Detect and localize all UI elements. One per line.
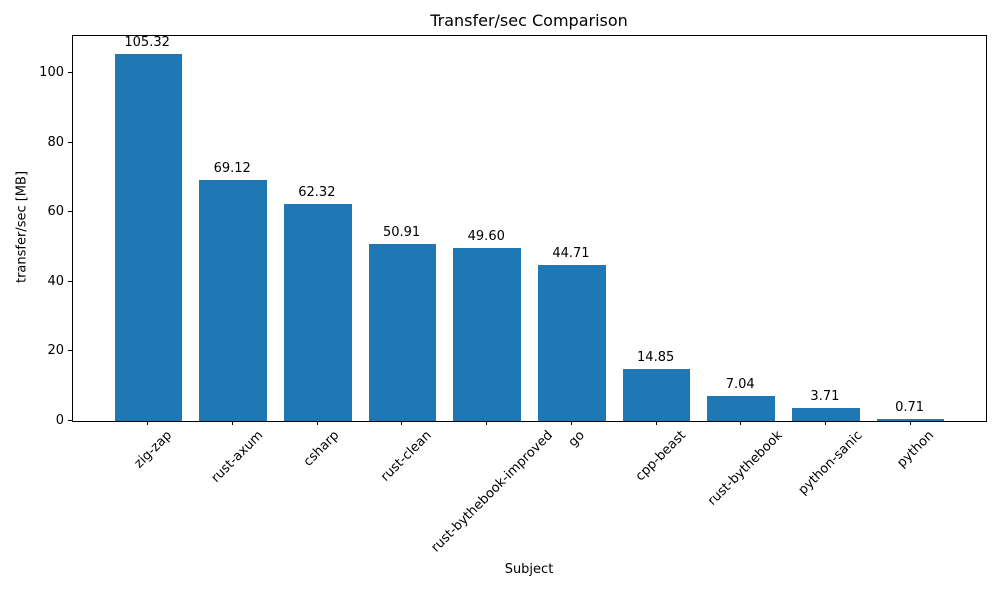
x-tick-label-rust-clean: rust-clean	[378, 428, 436, 485]
bar-value-label: 3.71	[810, 389, 840, 404]
chart-title: Transfer/sec Comparison	[430, 11, 628, 30]
x-tick-label-cpp-beast: cpp-beast	[633, 428, 690, 485]
y-tick-mark	[68, 211, 72, 213]
bar-value-label: 49.60	[467, 229, 505, 244]
bar-value-label: 69.12	[213, 161, 251, 176]
y-tick-mark	[68, 280, 72, 282]
x-tick-mark	[740, 421, 742, 425]
bar-python-sanic	[792, 408, 860, 421]
bar-value-label: 7.04	[725, 377, 755, 392]
x-tick-label-python-sanic: python-sanic	[795, 428, 866, 498]
bar-value-label: 105.32	[124, 35, 170, 50]
bar-value-label: 62.32	[298, 185, 336, 200]
bar-rust-axum	[199, 180, 267, 421]
bar-rust-bythebook	[707, 396, 776, 421]
bar-value-label: 44.71	[552, 246, 590, 261]
bar-csharp	[283, 204, 352, 421]
bar-cpp-beast	[622, 369, 691, 421]
x-tick-mark	[316, 421, 318, 425]
x-tick-label-rust-bythebook: rust-bythebook	[705, 428, 786, 509]
y-tick-label: 20	[47, 343, 64, 359]
y-tick-mark	[68, 350, 72, 352]
x-tick-mark	[401, 421, 403, 425]
x-tick-label-go: go	[565, 428, 588, 451]
x-axis-label: Subject	[504, 562, 554, 577]
bar-value-label: 14.85	[637, 350, 675, 365]
x-tick-mark	[147, 421, 149, 425]
y-tick-label: 0	[55, 413, 64, 428]
bar-value-label: 50.91	[382, 225, 421, 240]
y-tick-mark	[68, 71, 72, 73]
bar-python	[876, 419, 945, 421]
x-tick-label-zig-zap: zig-zap	[131, 428, 175, 472]
x-tick-label-rust-bythebook-improved: rust-bythebook-improved	[427, 428, 556, 556]
x-tick-mark	[824, 421, 826, 425]
bar-zig-zap	[114, 54, 183, 421]
y-axis-label: transfer/sec [MB]	[14, 170, 30, 284]
plot-area	[72, 35, 987, 422]
y-tick-label: 60	[47, 204, 64, 220]
y-tick-label: 80	[47, 134, 64, 150]
x-tick-mark	[655, 421, 657, 425]
bar-value-label: 0.71	[895, 400, 925, 415]
bar-rust-clean	[368, 244, 437, 421]
x-tick-label-csharp: csharp	[301, 428, 343, 470]
x-tick-mark	[570, 421, 572, 425]
bar-go	[537, 265, 606, 421]
y-tick-mark	[68, 420, 72, 421]
y-tick-mark	[68, 141, 72, 143]
x-tick-label-python: python	[893, 428, 937, 471]
x-tick-mark	[909, 421, 911, 425]
y-tick-label: 100	[39, 64, 64, 80]
y-tick-label: 40	[47, 273, 64, 289]
bar-rust-bythebook-improved	[453, 248, 522, 421]
x-tick-label-rust-axum: rust-axum	[208, 428, 267, 486]
x-tick-mark	[486, 421, 488, 425]
x-tick-mark	[232, 421, 234, 425]
